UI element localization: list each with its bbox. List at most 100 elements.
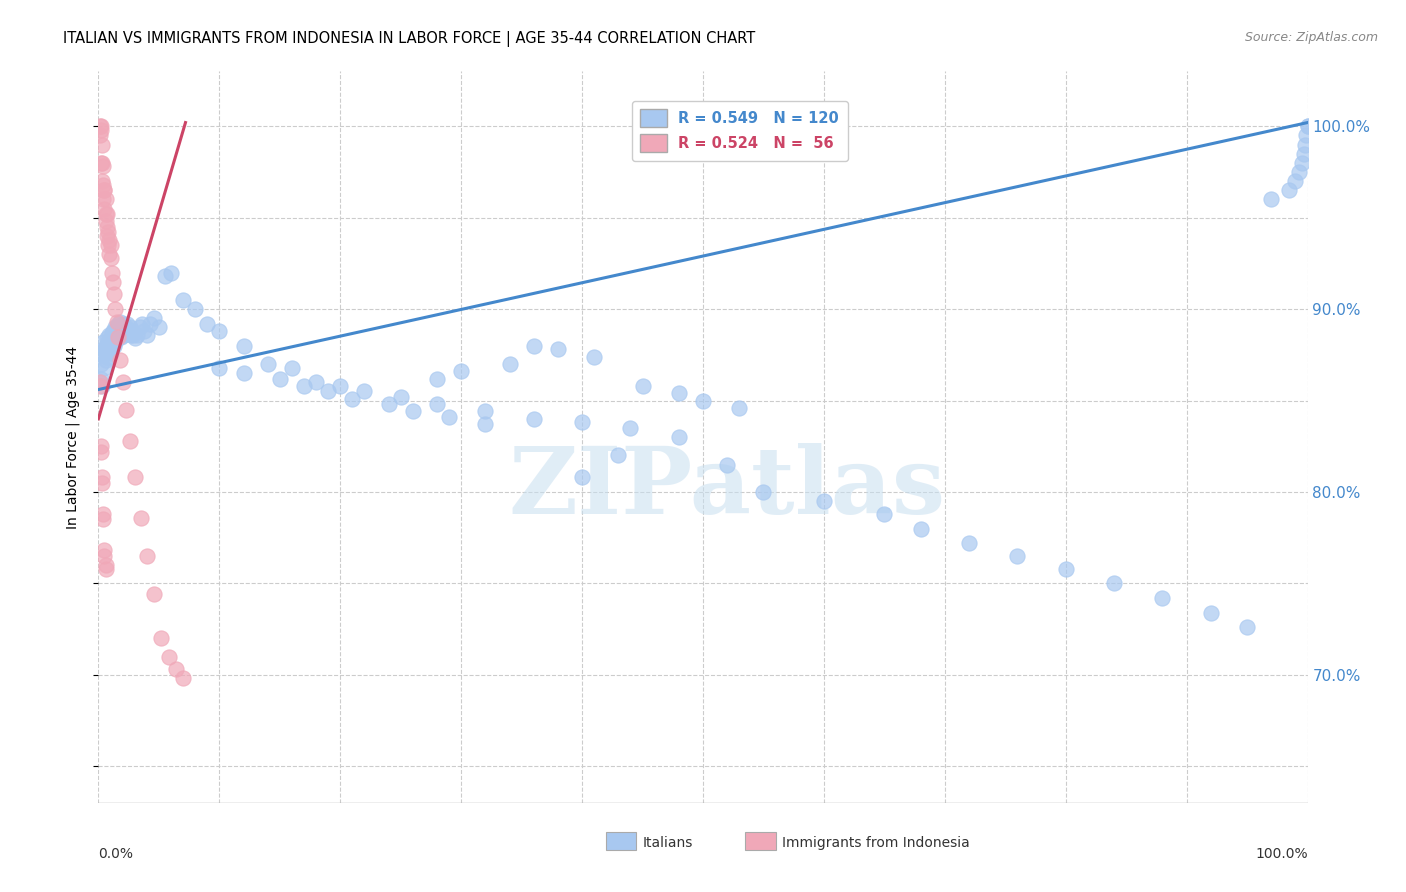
Point bbox=[117, 317, 139, 331]
Point bbox=[118, 434, 141, 448]
Point bbox=[148, 320, 170, 334]
Text: 0.0%: 0.0% bbox=[98, 847, 134, 861]
Point bbox=[105, 331, 128, 345]
Point bbox=[813, 494, 835, 508]
Point bbox=[115, 320, 138, 334]
Text: ZIPatlas: ZIPatlas bbox=[509, 443, 946, 533]
Point bbox=[100, 238, 122, 252]
Point bbox=[110, 318, 132, 333]
Point bbox=[90, 155, 112, 169]
Point bbox=[105, 315, 128, 329]
Point bbox=[93, 202, 115, 216]
Point bbox=[281, 360, 304, 375]
Point bbox=[91, 379, 114, 393]
Point bbox=[93, 343, 115, 357]
Point bbox=[91, 192, 114, 206]
Point bbox=[1294, 137, 1316, 152]
Point bbox=[94, 192, 117, 206]
Point bbox=[93, 183, 115, 197]
Point bbox=[607, 448, 630, 462]
Point bbox=[135, 549, 157, 563]
Point bbox=[134, 324, 156, 338]
Point bbox=[437, 409, 460, 424]
Point bbox=[1236, 620, 1258, 634]
Point bbox=[108, 353, 131, 368]
Point bbox=[111, 317, 134, 331]
Point bbox=[94, 353, 117, 368]
Point bbox=[269, 371, 291, 385]
Point bbox=[108, 329, 131, 343]
Point bbox=[329, 379, 352, 393]
Point bbox=[90, 123, 112, 137]
Point bbox=[1102, 576, 1125, 591]
Point bbox=[94, 562, 117, 576]
Point bbox=[474, 404, 496, 418]
Point bbox=[90, 439, 112, 453]
Point bbox=[108, 318, 131, 333]
Point bbox=[172, 672, 194, 686]
Point bbox=[100, 331, 122, 345]
Point bbox=[96, 207, 118, 221]
Point bbox=[98, 343, 121, 357]
Point bbox=[111, 324, 134, 338]
Point bbox=[98, 233, 121, 247]
Y-axis label: In Labor Force | Age 35-44: In Labor Force | Age 35-44 bbox=[65, 345, 80, 529]
FancyBboxPatch shape bbox=[745, 832, 776, 850]
Point bbox=[120, 327, 142, 342]
Text: Italians: Italians bbox=[643, 836, 693, 850]
Point bbox=[668, 386, 690, 401]
Point bbox=[342, 392, 364, 406]
Point bbox=[101, 275, 124, 289]
Point bbox=[1296, 119, 1319, 133]
Point bbox=[100, 346, 122, 360]
Point bbox=[1152, 591, 1174, 605]
Point bbox=[135, 327, 157, 342]
Point bbox=[752, 484, 775, 499]
Point bbox=[91, 160, 114, 174]
Point bbox=[1260, 192, 1282, 206]
Point bbox=[93, 543, 115, 558]
Point bbox=[112, 327, 135, 342]
Text: Immigrants from Indonesia: Immigrants from Indonesia bbox=[782, 836, 969, 850]
Point bbox=[377, 397, 399, 411]
Point bbox=[100, 265, 122, 279]
Point bbox=[1284, 174, 1306, 188]
Point bbox=[94, 558, 117, 573]
Point bbox=[107, 327, 129, 342]
FancyBboxPatch shape bbox=[606, 832, 637, 850]
Point bbox=[118, 320, 141, 334]
Point bbox=[91, 470, 114, 484]
Point bbox=[160, 265, 183, 279]
Point bbox=[100, 251, 122, 265]
Point bbox=[143, 311, 166, 326]
Point bbox=[93, 183, 115, 197]
Point bbox=[90, 119, 112, 133]
Point bbox=[104, 301, 127, 316]
Text: Source: ZipAtlas.com: Source: ZipAtlas.com bbox=[1244, 31, 1378, 45]
Point bbox=[910, 521, 932, 535]
Point bbox=[91, 348, 114, 362]
Point bbox=[571, 416, 593, 430]
Point bbox=[91, 512, 114, 526]
Point bbox=[292, 379, 315, 393]
Point bbox=[184, 301, 207, 316]
Point bbox=[208, 360, 231, 375]
Point bbox=[107, 329, 129, 343]
Point bbox=[89, 375, 111, 389]
Point bbox=[172, 293, 194, 307]
Text: 100.0%: 100.0% bbox=[1256, 847, 1308, 861]
Point bbox=[118, 324, 141, 338]
Point bbox=[1295, 128, 1317, 143]
Point bbox=[165, 662, 187, 676]
Point bbox=[90, 371, 112, 385]
Point bbox=[1007, 549, 1029, 563]
Point bbox=[111, 375, 134, 389]
Point bbox=[127, 327, 149, 342]
Point bbox=[523, 338, 546, 352]
Point bbox=[1288, 165, 1310, 179]
Point bbox=[873, 507, 896, 521]
Point bbox=[90, 444, 112, 458]
Point bbox=[101, 334, 124, 349]
Point bbox=[89, 379, 111, 393]
Point bbox=[124, 470, 146, 484]
